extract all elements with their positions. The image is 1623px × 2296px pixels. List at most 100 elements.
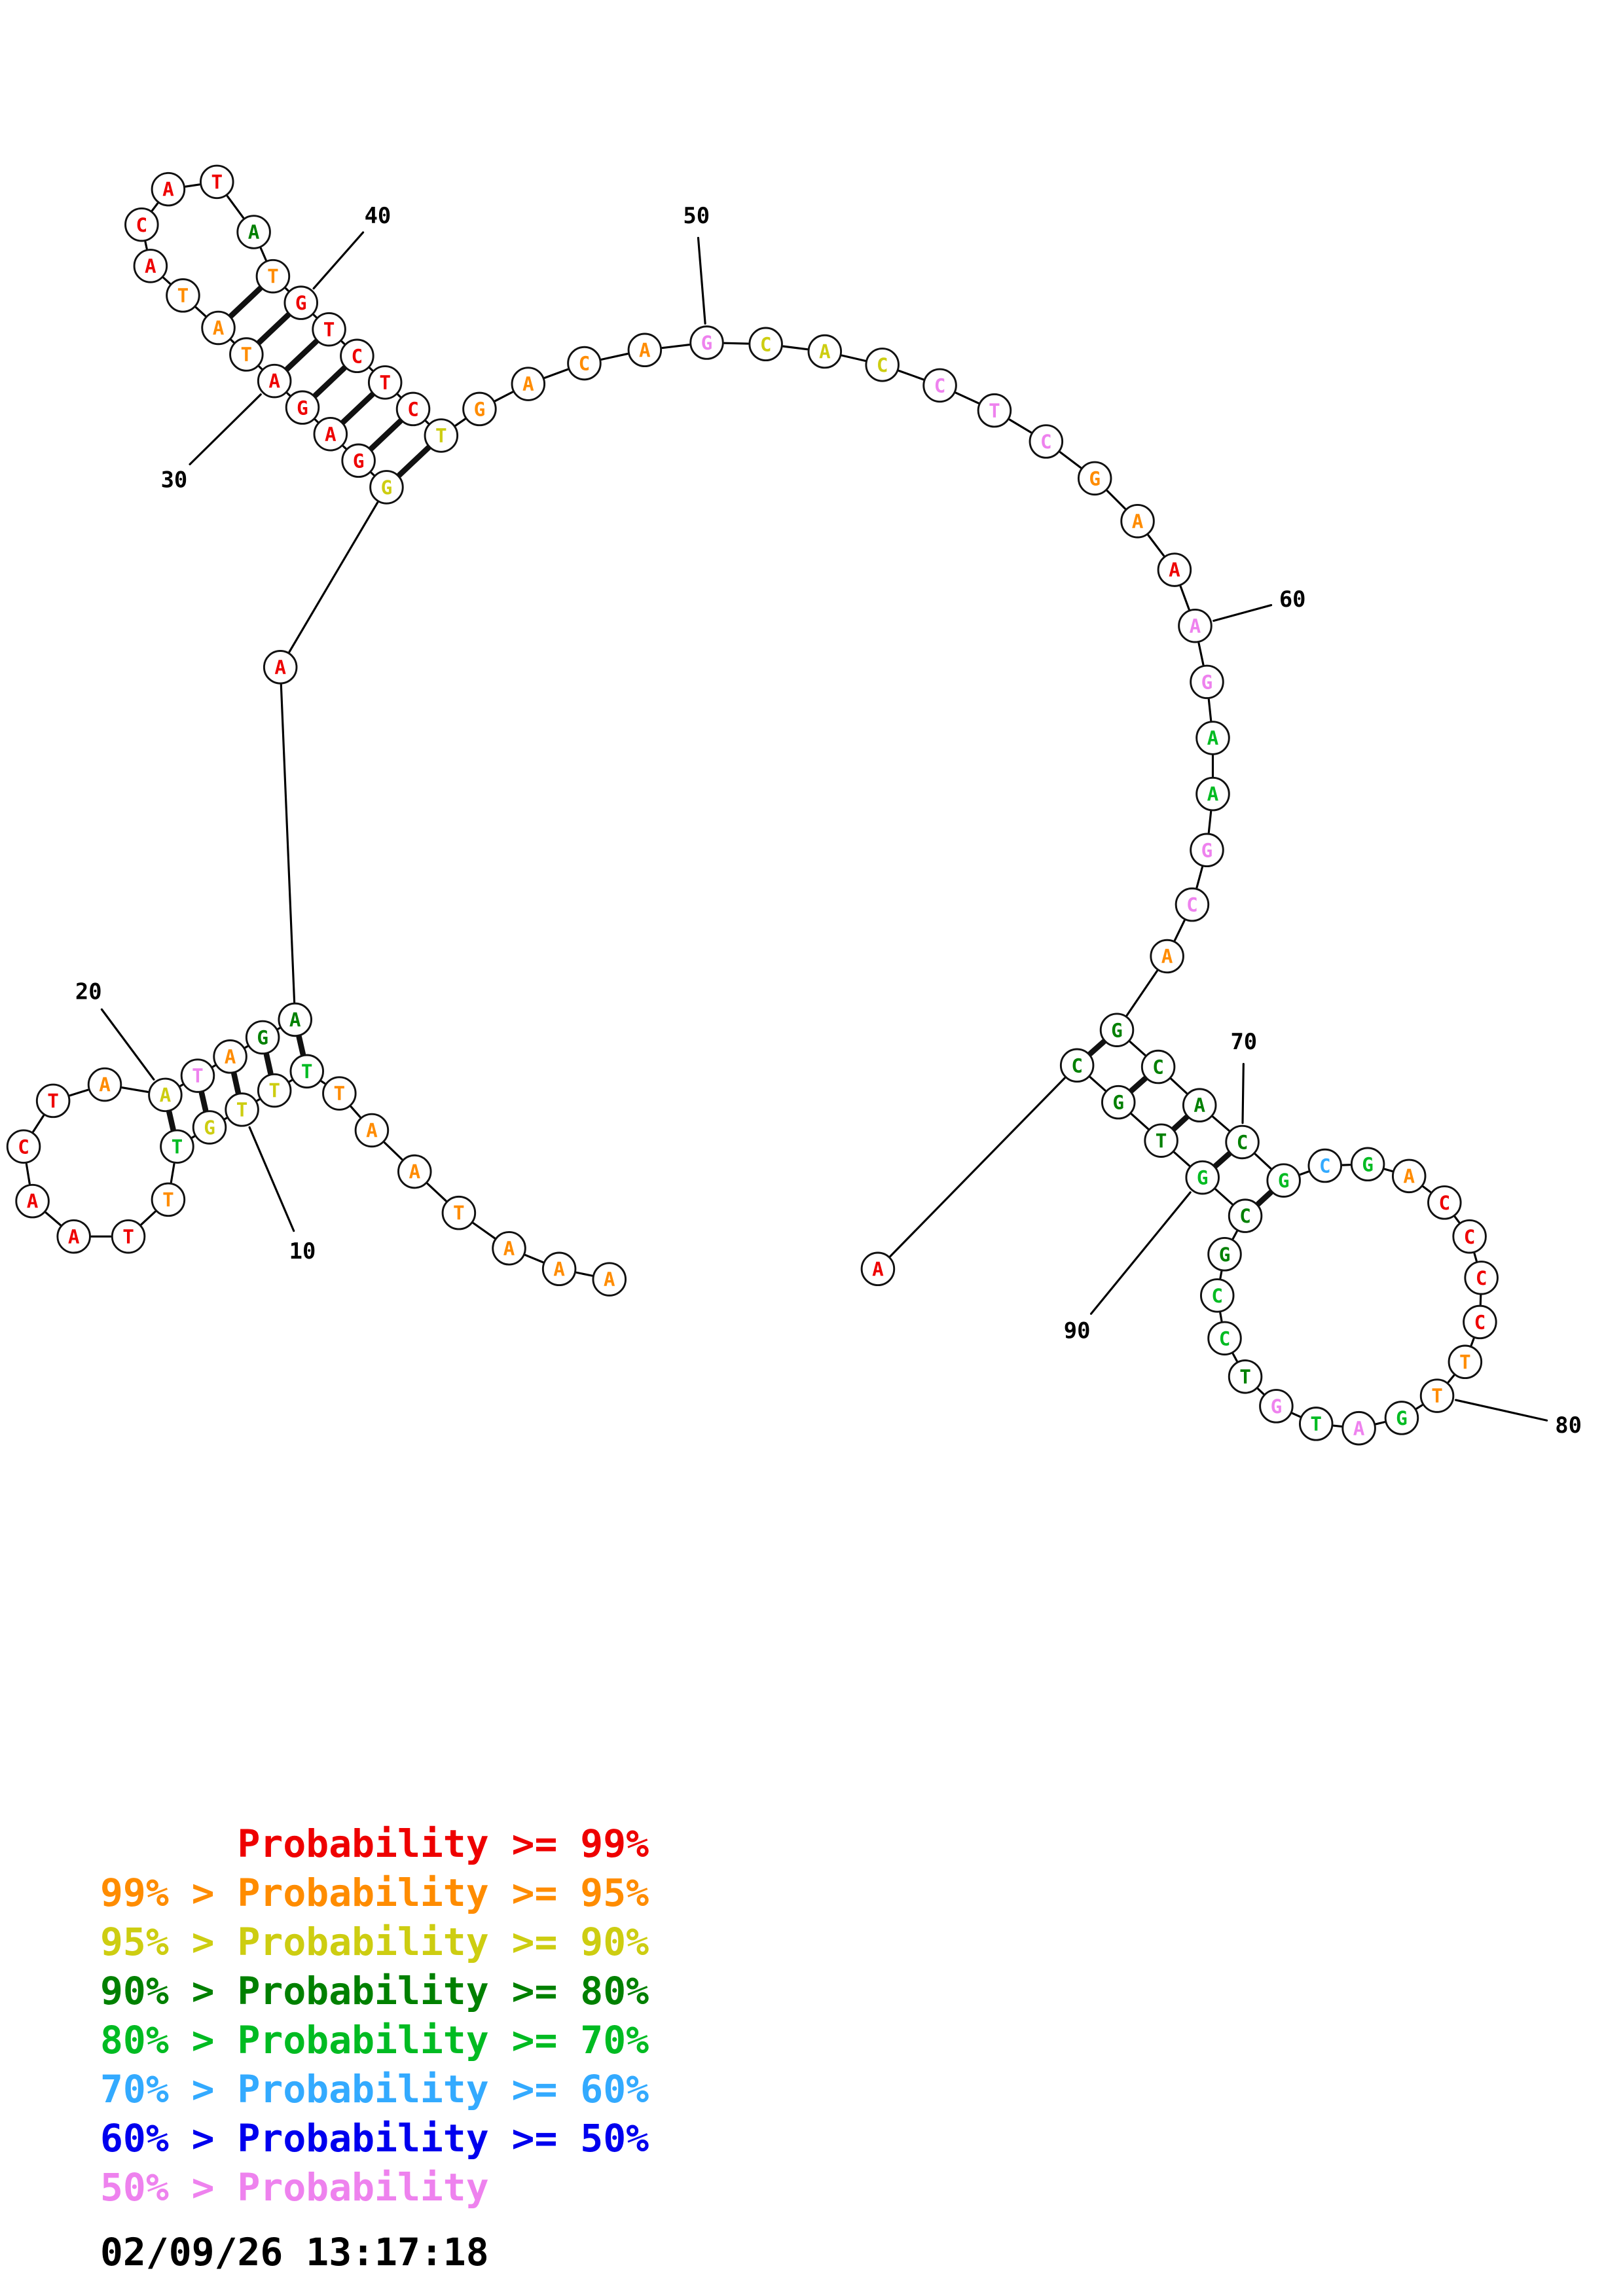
- backbone-segment: [191, 1135, 196, 1139]
- basepair-line: [340, 391, 375, 425]
- backbone-segment: [1212, 1115, 1230, 1132]
- backbone-segment: [162, 276, 172, 285]
- nucleotide-circle: [278, 1002, 312, 1037]
- nucleotide-circle: [1178, 608, 1213, 643]
- backbone-segment: [1195, 866, 1203, 889]
- backbone-segment: [312, 314, 318, 319]
- nucleotide-letter: C: [136, 214, 148, 236]
- nucleotide-circle: [35, 1083, 71, 1119]
- nucleotide-circle: [397, 1154, 432, 1189]
- nucleotide-letter: C: [1464, 1226, 1476, 1248]
- backbone-segment: [1214, 1188, 1233, 1206]
- label-line: [248, 1126, 295, 1232]
- basepair-line: [1087, 1039, 1107, 1057]
- backbone-segment: [1129, 1041, 1146, 1056]
- nucleotide-circle: [1452, 1219, 1487, 1254]
- label-line: [1213, 603, 1273, 622]
- nucleotide-letter: A: [366, 1120, 378, 1142]
- nucleotide-circle: [257, 1073, 292, 1108]
- nucleotide-circle: [56, 1219, 91, 1254]
- nucleotide-circle: [441, 1195, 477, 1230]
- nucleotide-letter: A: [68, 1226, 80, 1248]
- nucleotide-circle: [541, 1251, 577, 1287]
- backbone-segment: [258, 365, 263, 370]
- nucleotide-circle: [322, 1076, 357, 1111]
- nucleotide-letter: C: [1186, 894, 1198, 916]
- backbone-segment: [1415, 1404, 1423, 1410]
- legend-row-99: Probability >= 99%: [100, 1821, 649, 1866]
- nucleotide-circle: [245, 1020, 280, 1055]
- nucleotide-letter: A: [268, 370, 280, 393]
- nucleotide-letter: A: [1161, 946, 1173, 968]
- label-line: [312, 231, 365, 290]
- label-line: [189, 393, 262, 465]
- nucleotide-letter: T: [1156, 1130, 1167, 1152]
- backbone-segment: [524, 1253, 544, 1264]
- backbone-segment: [397, 393, 401, 398]
- nucleotide-letter: A: [1132, 511, 1144, 533]
- nucleotide-circle: [285, 390, 320, 425]
- nucleotide-circle: [1464, 1261, 1499, 1295]
- nucleotide-circle: [15, 1183, 50, 1219]
- nucleotide-letter: T: [47, 1090, 59, 1112]
- basepair-line: [198, 1090, 209, 1113]
- backbone-segment: [284, 287, 289, 292]
- basepair-line: [1213, 1151, 1232, 1169]
- backbone-segment: [288, 1079, 293, 1083]
- nucleotide-circle: [1350, 1147, 1385, 1182]
- nucleotide-letter: G: [297, 397, 308, 419]
- nucleotide-circle: [151, 171, 186, 207]
- backbone-segment: [179, 1083, 184, 1087]
- nucleotide-letter: G: [1201, 671, 1213, 693]
- nucleotide-circle: [124, 207, 159, 242]
- nucleotide-circle: [807, 334, 843, 369]
- nucleotide-letter: A: [27, 1191, 39, 1213]
- basepair-line: [166, 1109, 176, 1132]
- position-label: 80: [1555, 1412, 1582, 1438]
- nucleotide-circle: [748, 327, 783, 362]
- backbone-segment: [25, 1162, 31, 1185]
- nucleotide-circle: [313, 416, 348, 452]
- label-line: [1455, 1399, 1548, 1422]
- backbone-segment: [286, 392, 291, 397]
- nucleotide-circle: [1150, 939, 1184, 974]
- nucleotide-circle: [229, 337, 264, 372]
- backbone-segment: [244, 1045, 249, 1049]
- nucleotide-letter: G: [1111, 1019, 1123, 1041]
- backbone-segment: [543, 368, 569, 379]
- nucleotide-letter: T: [453, 1202, 465, 1225]
- nucleotide-circle: [1228, 1359, 1263, 1394]
- nucleotide-letter: A: [522, 373, 534, 395]
- nucleotide-letter: C: [934, 374, 946, 397]
- backbone-segment: [1299, 1170, 1309, 1176]
- basepair-line: [1171, 1114, 1190, 1132]
- nucleotide-letter: G: [1271, 1395, 1283, 1418]
- nucleotide-circle: [1099, 1013, 1135, 1047]
- nucleotide-circle: [1391, 1158, 1427, 1194]
- nucleotide-letter: G: [257, 1027, 268, 1049]
- basepair-line: [396, 444, 431, 478]
- label-lines: [100, 231, 1548, 1422]
- backbone-segment: [1375, 1421, 1386, 1426]
- nucleotide-letter: G: [353, 450, 365, 472]
- basepair-lines: [166, 285, 1274, 1207]
- nucleotide-circle: [1419, 1378, 1455, 1413]
- nucleotide-letter: A: [1194, 1094, 1205, 1117]
- legend-row-below50: 50% > Probability: [100, 2165, 489, 2210]
- nucleotide-letter: T: [379, 372, 391, 394]
- nucleotide-letter: A: [604, 1268, 615, 1291]
- position-label: 50: [683, 203, 710, 228]
- nucleotide-circle: [1195, 721, 1230, 755]
- nucleotide-letter: C: [352, 345, 363, 367]
- backbone-segment: [1125, 969, 1158, 1016]
- position-label: 10: [289, 1238, 316, 1264]
- nucleotide-circle: [1384, 1401, 1419, 1435]
- nucleotide-circle: [1266, 1163, 1301, 1198]
- nucleotide-letter: T: [267, 266, 279, 288]
- nucleotide-letter: T: [177, 285, 189, 307]
- nucleotide-circle: [1207, 1237, 1242, 1272]
- nucleotide-circle: [1341, 1410, 1376, 1446]
- nucleotide-circle: [1228, 1198, 1263, 1233]
- backbone-segment: [1473, 1252, 1478, 1262]
- nucleotide-circle: [283, 285, 318, 320]
